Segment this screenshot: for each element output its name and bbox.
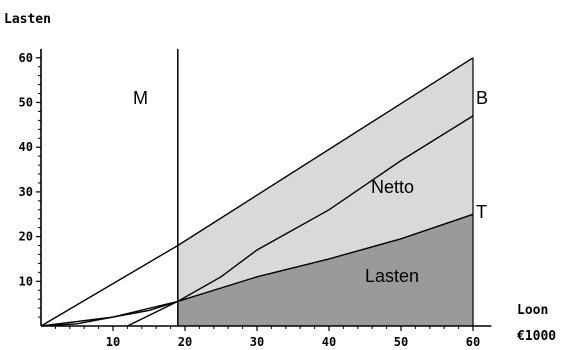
x-tick-label: 50 (394, 335, 408, 349)
y-tick-label: 20 (19, 230, 33, 244)
chart-ticks: 10 20 30 40 50 60 10 20 30 40 50 60 (19, 51, 481, 349)
y-tick-label: 30 (19, 185, 33, 199)
x-tick-label: 20 (178, 335, 192, 349)
y-tick-label: 10 (19, 274, 33, 288)
series-label-t: T (476, 202, 487, 222)
y-axis-title: Lasten (4, 12, 51, 27)
x-axis-unit: €1000 (517, 329, 556, 344)
series-line-t (40, 213, 474, 327)
region-netto (177, 57, 474, 302)
chart-lines (40, 48, 474, 327)
x-tick-label: 10 (106, 335, 120, 349)
region-label-lasten: Lasten (365, 266, 419, 286)
x-tick-label: 60 (466, 335, 480, 349)
chart-regions (177, 57, 474, 326)
region-label-netto: Netto (371, 177, 414, 197)
y-tick-label: 60 (19, 51, 33, 65)
chart-axes (40, 48, 492, 327)
series-line-kink (127, 300, 179, 327)
region-lasten (177, 214, 474, 326)
y-tick-label: 50 (19, 96, 33, 110)
x-tick-label: 40 (322, 335, 336, 349)
vertical-line-label: M (133, 88, 148, 108)
chart-labels: Lasten Loon €1000 M B T Netto Lasten (4, 12, 556, 344)
x-tick-label: 30 (250, 335, 264, 349)
y-tick-label: 40 (19, 140, 33, 154)
x-axis-title: Loon (517, 303, 548, 318)
series-label-b: B (476, 88, 488, 108)
